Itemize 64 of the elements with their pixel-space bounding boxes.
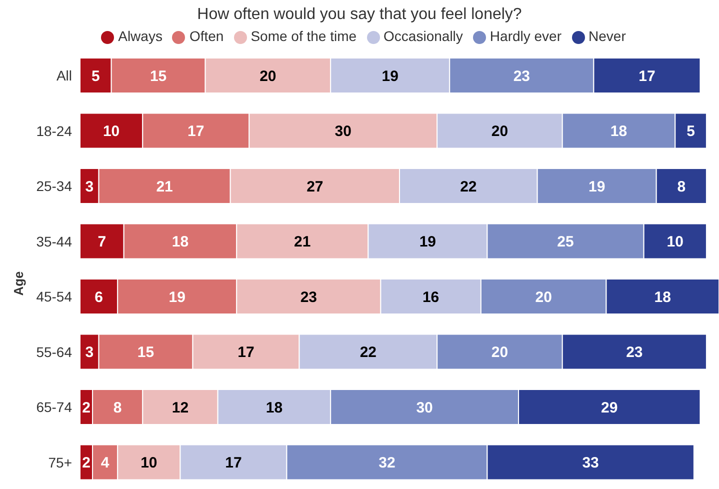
data-label: 22	[460, 178, 477, 196]
data-label: 29	[601, 399, 618, 416]
data-label: 18	[266, 399, 283, 416]
legend-label: Often	[189, 28, 224, 44]
y-tick-label: 75+	[48, 454, 72, 470]
data-label: 10	[140, 454, 158, 472]
data-label: 8	[113, 399, 122, 416]
legend-label: Always	[118, 28, 162, 44]
legend-label: Hardly ever	[490, 28, 562, 44]
legend-label: Never	[588, 28, 626, 44]
data-label: 18	[610, 123, 628, 140]
data-label: 19	[168, 288, 186, 306]
data-label: 18	[172, 234, 189, 251]
data-label: 23	[300, 288, 318, 306]
data-label: 10	[666, 234, 684, 251]
data-label: 3	[85, 178, 94, 196]
data-label: 17	[238, 344, 254, 362]
y-tick-label: 65-74	[36, 399, 72, 416]
data-label: 23	[513, 68, 530, 85]
data-label: 20	[260, 68, 276, 85]
data-label: 21	[156, 178, 173, 196]
data-label: 15	[137, 344, 154, 362]
y-tick-label: 18-24	[36, 122, 72, 139]
data-label: 19	[382, 68, 398, 85]
y-tick-label: 25-34	[36, 178, 72, 194]
data-label: 3	[85, 344, 94, 362]
data-label: 22	[360, 344, 377, 362]
data-label: 12	[172, 399, 189, 416]
chart-title: How often would you say that you feel lonely?	[196, 6, 523, 25]
data-label: 21	[294, 234, 311, 251]
data-label: 27	[306, 178, 324, 196]
data-label: 19	[419, 234, 436, 251]
legend-label: Some of the time	[250, 28, 357, 44]
data-label: 20	[491, 123, 508, 140]
data-label: 2	[82, 454, 90, 472]
data-label: 18	[654, 288, 671, 306]
data-label: 2	[82, 399, 90, 416]
data-label: 7	[98, 234, 106, 251]
data-label: 32	[378, 454, 396, 472]
data-label: 17	[225, 454, 242, 472]
y-tick-label: 35-44	[36, 233, 72, 250]
y-tick-label: 55-64	[36, 344, 72, 360]
data-label: 6	[94, 288, 103, 306]
data-label: 20	[491, 344, 508, 362]
data-label: 33	[582, 454, 599, 472]
data-label: 5	[91, 68, 100, 85]
data-label: 23	[626, 344, 643, 362]
data-label: 10	[102, 123, 120, 140]
data-label: 20	[535, 288, 552, 306]
data-label: 30	[416, 399, 433, 416]
data-label: 25	[557, 234, 574, 251]
data-label: 17	[188, 123, 204, 140]
data-label: 16	[422, 288, 440, 306]
y-tick-label: All	[56, 68, 72, 84]
data-label: 17	[638, 68, 656, 85]
data-label: 5	[686, 123, 695, 140]
data-label: 15	[150, 68, 167, 85]
data-label: 30	[334, 123, 352, 140]
data-label: 8	[677, 178, 686, 196]
data-label: 19	[588, 178, 606, 196]
legend-label: Occasionally	[384, 28, 463, 44]
y-axis-title: Age	[10, 271, 26, 296]
y-tick-label: 45-54	[36, 288, 72, 305]
data-label: 4	[100, 454, 110, 472]
